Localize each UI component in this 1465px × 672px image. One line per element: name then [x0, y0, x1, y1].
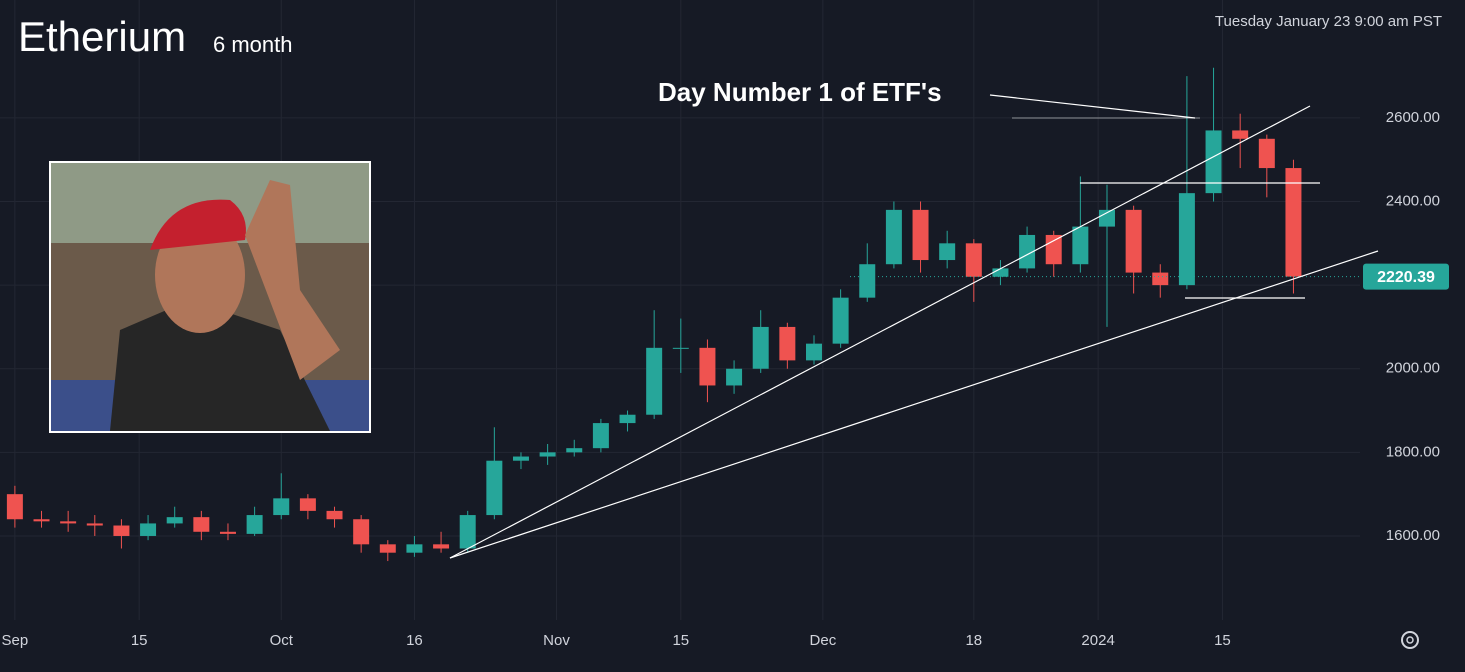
candle-body: [859, 264, 876, 298]
candle-body: [779, 326, 796, 361]
y-tick-label: 1600.00: [1386, 527, 1440, 544]
x-tick-label: Nov: [543, 632, 570, 649]
candle-body: [912, 209, 929, 261]
y-tick-label: 2600.00: [1386, 109, 1440, 126]
settings-gear[interactable]: [1401, 631, 1419, 649]
settings-center[interactable]: [1406, 636, 1414, 644]
price-axis: 1600.001800.002000.002200.002400.002600.…: [2, 109, 1449, 649]
candle-body: [672, 347, 689, 349]
chart-subtitle: 6 month: [213, 32, 293, 57]
candle-body: [1099, 209, 1115, 227]
candle-body: [512, 456, 529, 461]
candle-body: [1019, 234, 1036, 269]
x-tick-label: Sep: [2, 632, 29, 649]
candle-body: [246, 515, 263, 534]
candle-body: [33, 519, 50, 522]
candle-body: [1258, 138, 1275, 169]
x-tick-label: 15: [672, 632, 689, 649]
annotation-arrow: [989, 94, 1196, 119]
last-price-tag: [1363, 263, 1449, 290]
x-tick-label: 16: [406, 632, 423, 649]
candle-body: [832, 297, 849, 344]
candle-body: [86, 523, 103, 526]
candle-body: [699, 347, 716, 386]
photo-cap: [150, 199, 246, 250]
candle-body: [566, 448, 583, 453]
candle-body: [219, 531, 236, 534]
candle-body: [965, 243, 982, 277]
x-tick-label: Oct: [270, 632, 294, 649]
candle-body: [726, 368, 743, 386]
candle-body: [1232, 130, 1249, 139]
candle-body: [1125, 209, 1142, 273]
candle-body: [406, 544, 423, 553]
last-price-label: 2220.39: [1377, 269, 1435, 286]
candle-body: [113, 525, 130, 536]
x-tick-label: 18: [965, 632, 982, 649]
candle-body: [805, 343, 822, 361]
x-tick-label: 15: [131, 632, 148, 649]
candle-body: [619, 414, 636, 424]
candle-body: [1045, 234, 1062, 265]
candle-body: [486, 460, 503, 516]
annotation: Day Number 1 of ETF's: [658, 77, 942, 107]
x-tick-label: Dec: [810, 632, 837, 649]
candle-body: [1205, 130, 1222, 194]
drawings: [449, 94, 1379, 559]
candle-body: [166, 517, 183, 524]
x-tick-label: 15: [1214, 632, 1231, 649]
candle-body: [646, 347, 663, 415]
candle-body: [1072, 226, 1089, 265]
y-tick-label: 1800.00: [1386, 443, 1440, 460]
photo: [49, 161, 371, 433]
chart-title: Etherium: [18, 13, 186, 60]
candle-body: [326, 510, 343, 520]
photo-hand: [245, 180, 340, 380]
y-tick-label: 2400.00: [1386, 192, 1440, 209]
candle-body: [752, 326, 769, 369]
trend-line: [449, 250, 1379, 559]
candle-body: [1285, 168, 1302, 277]
candle-body: [299, 498, 316, 511]
candle-body: [353, 519, 370, 545]
settings-icon[interactable]: [1401, 631, 1419, 649]
photo-shirt: [110, 300, 330, 431]
candle-body: [992, 268, 1009, 277]
candle-body: [459, 515, 476, 549]
candle-body: [6, 494, 23, 520]
candle-body: [885, 209, 902, 265]
trend-line: [449, 105, 1311, 559]
candle-body: [592, 423, 609, 449]
x-tick-label: 2024: [1081, 632, 1114, 649]
y-tick-label: 2000.00: [1386, 360, 1440, 377]
candle-body: [60, 521, 77, 524]
candle-body: [273, 498, 290, 516]
candle-body: [193, 517, 210, 532]
candle-body: [539, 452, 556, 457]
timestamp: Tuesday January 23 9:00 am PST: [1215, 13, 1442, 30]
candle-body: [1178, 193, 1195, 286]
candle-body: [939, 243, 956, 261]
candle-body: [1152, 272, 1169, 286]
candle-body: [140, 523, 157, 536]
candle-body: [379, 544, 396, 553]
candle-body: [433, 544, 450, 549]
